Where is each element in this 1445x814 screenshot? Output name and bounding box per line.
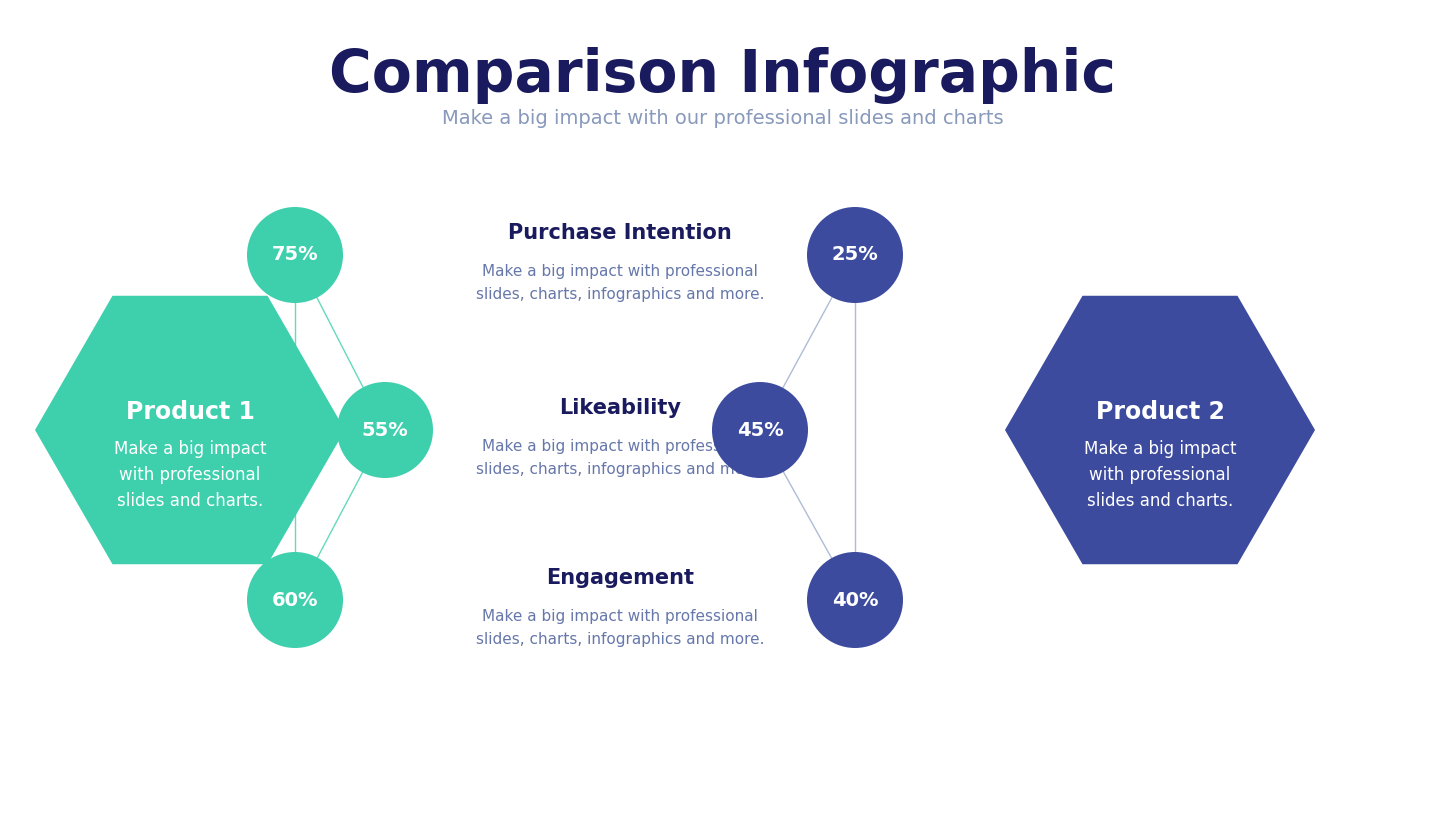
Text: Make a big impact
with professional
slides and charts.: Make a big impact with professional slid…: [1084, 440, 1237, 510]
Text: 75%: 75%: [272, 246, 318, 265]
Text: Make a big impact with professional
slides, charts, infographics and more.: Make a big impact with professional slid…: [475, 439, 764, 477]
Circle shape: [806, 207, 903, 303]
Text: Product 1: Product 1: [126, 400, 254, 424]
Circle shape: [337, 382, 434, 478]
Text: 40%: 40%: [832, 590, 879, 610]
Circle shape: [247, 207, 342, 303]
Text: Make a big impact with professional
slides, charts, infographics and more.: Make a big impact with professional slid…: [475, 264, 764, 302]
Circle shape: [247, 552, 342, 648]
Text: Comparison Infographic: Comparison Infographic: [329, 46, 1116, 103]
Text: Make a big impact
with professional
slides and charts.: Make a big impact with professional slid…: [114, 440, 266, 510]
Text: Likeability: Likeability: [559, 398, 681, 418]
Circle shape: [712, 382, 808, 478]
Circle shape: [806, 552, 903, 648]
Polygon shape: [1006, 295, 1315, 564]
Text: Product 2: Product 2: [1095, 400, 1224, 424]
Text: 45%: 45%: [737, 421, 783, 440]
Text: 55%: 55%: [361, 421, 409, 440]
Text: Engagement: Engagement: [546, 568, 694, 588]
Polygon shape: [35, 295, 345, 564]
Text: Make a big impact with professional
slides, charts, infographics and more.: Make a big impact with professional slid…: [475, 609, 764, 647]
Text: 25%: 25%: [832, 246, 879, 265]
Text: 60%: 60%: [272, 590, 318, 610]
Text: Make a big impact with our professional slides and charts: Make a big impact with our professional …: [442, 108, 1003, 128]
Text: Purchase Intention: Purchase Intention: [509, 223, 731, 243]
